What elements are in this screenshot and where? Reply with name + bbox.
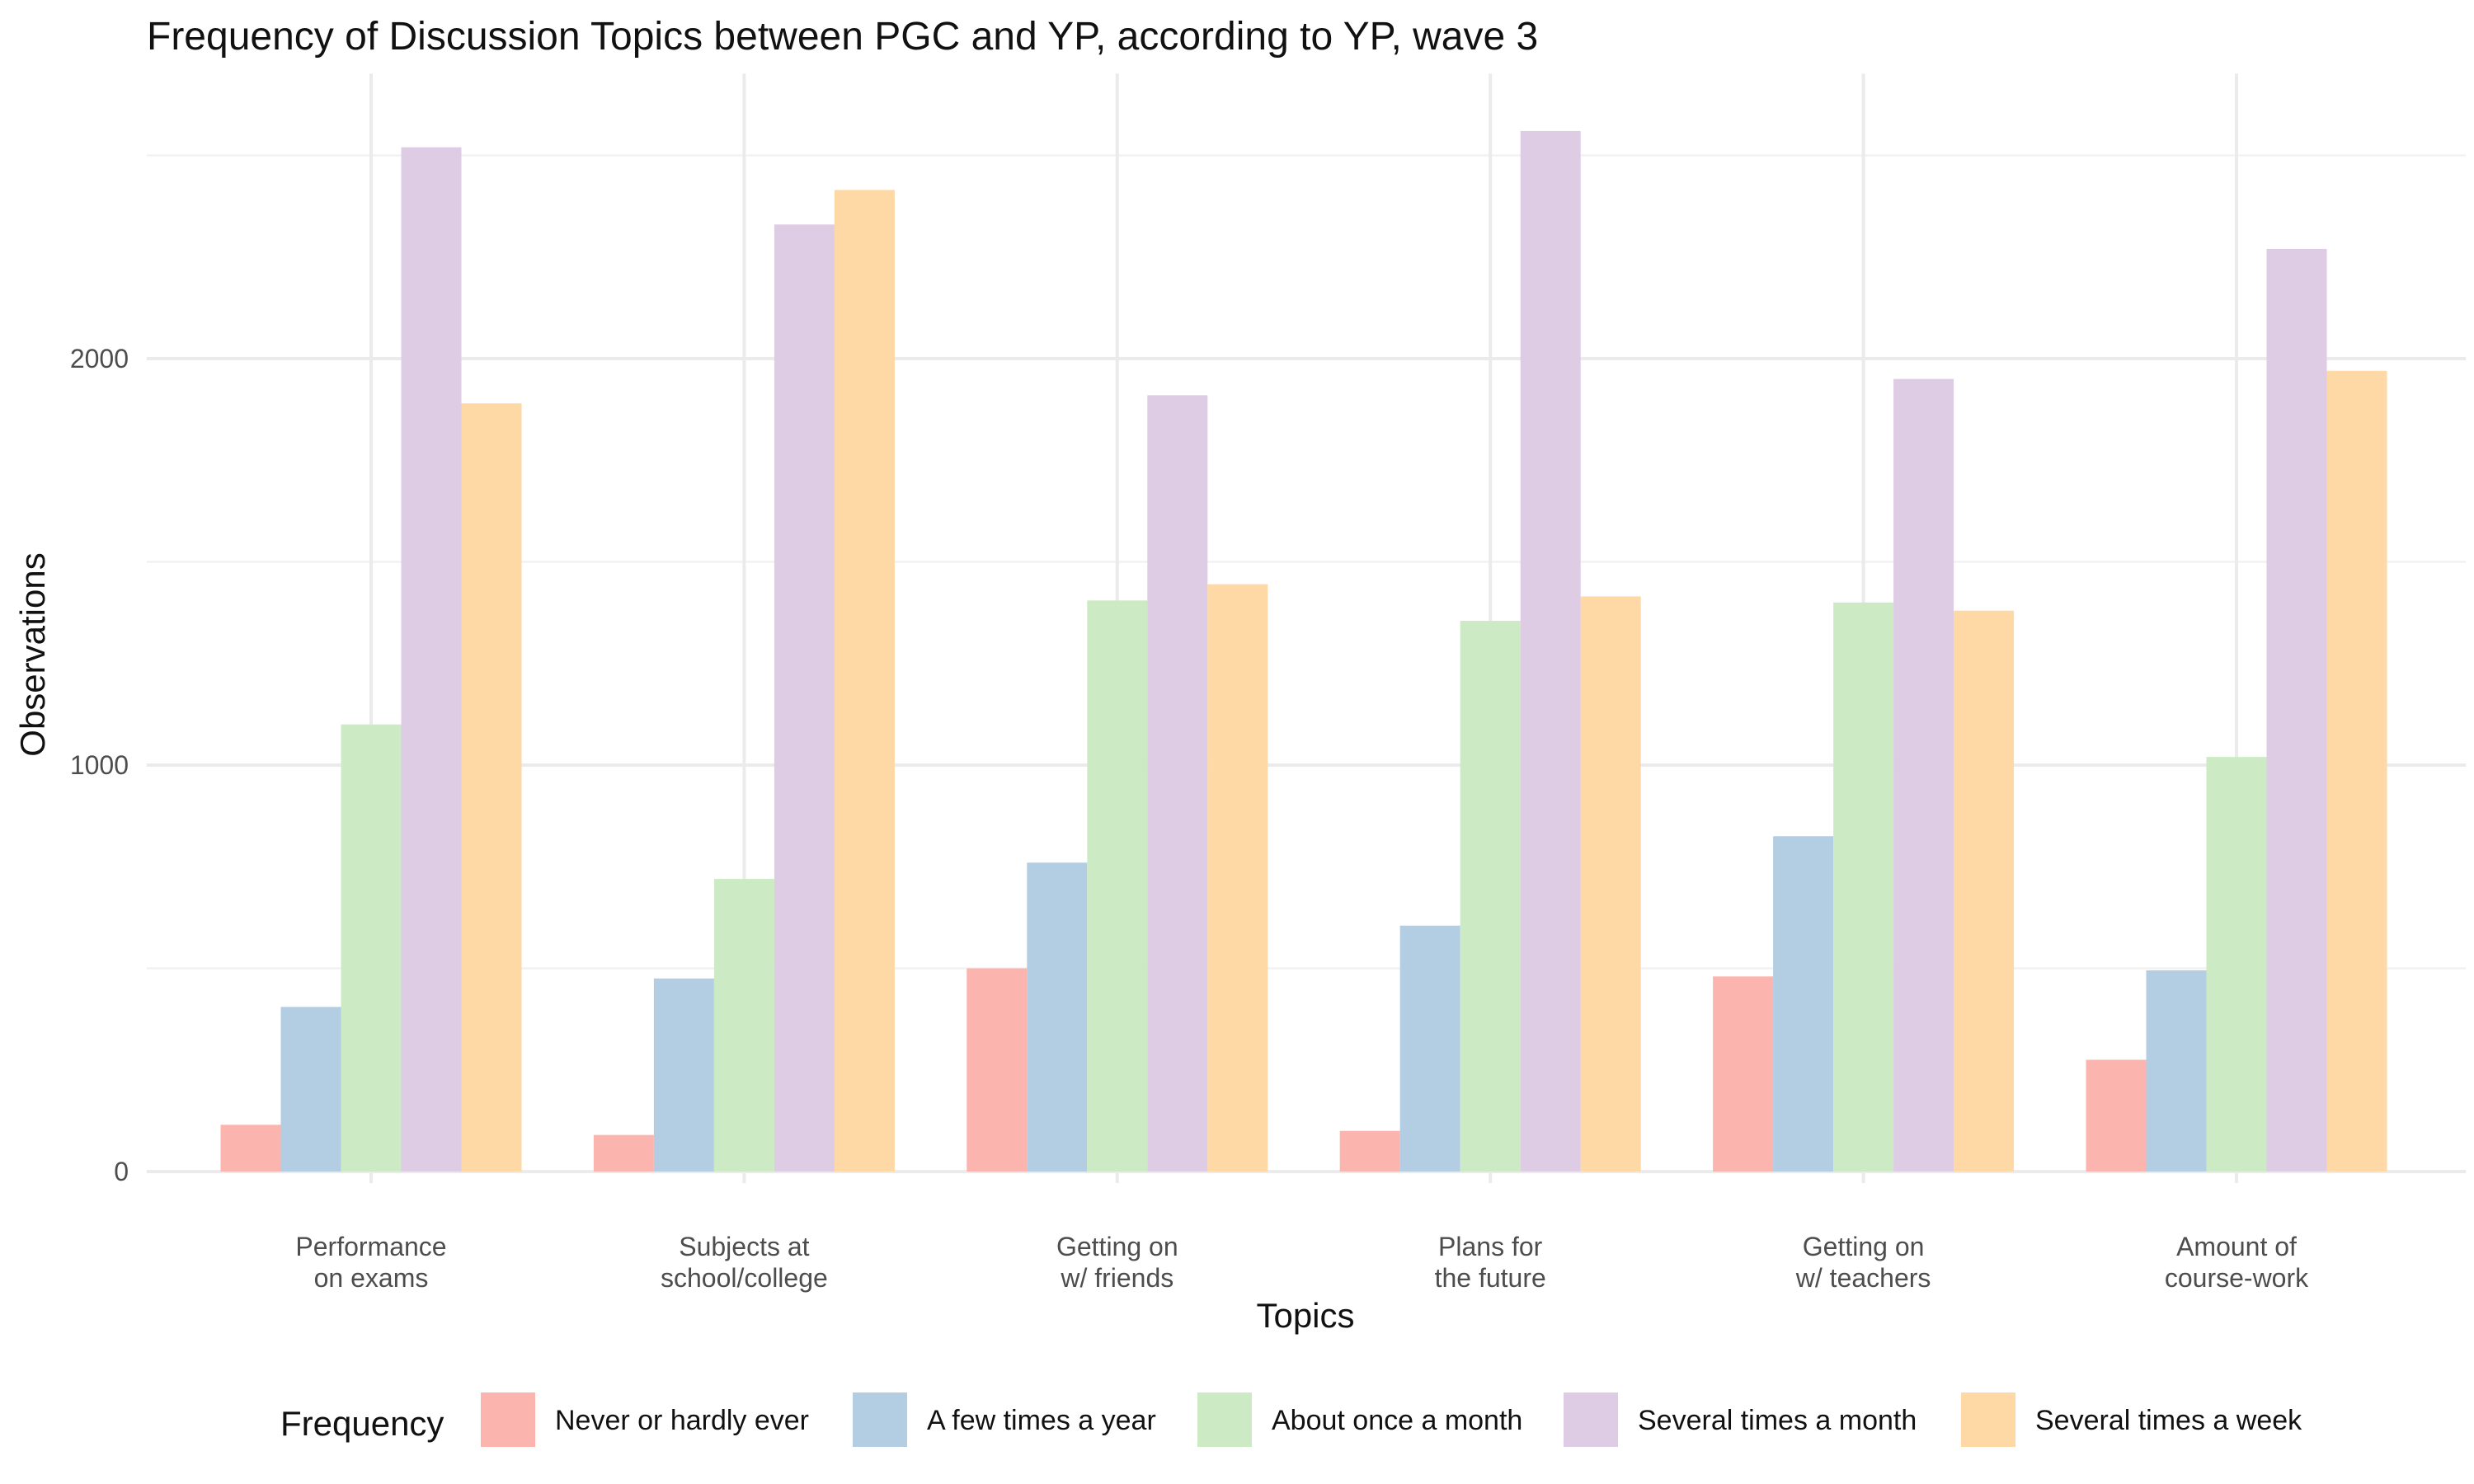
bar: [1580, 596, 1641, 1172]
legend: Frequency Never or hardly ever A few time…: [280, 1392, 2302, 1447]
y-tick-label: 2000: [70, 344, 129, 373]
x-axis-ticks: Performance on exams Subjects at school/col…: [295, 1232, 2309, 1293]
legend-key: [1197, 1392, 1252, 1447]
x-tick-label: Subjects at school/college: [661, 1232, 828, 1293]
legend-title: Frequency: [280, 1404, 444, 1443]
legend-items: Never or hardly ever A few times a year Ab…: [481, 1392, 2302, 1447]
bars: [220, 130, 2387, 1172]
x-tick-label: Performance on exams: [295, 1232, 446, 1293]
bar: [461, 403, 522, 1172]
bar: [593, 1134, 654, 1172]
bar: [220, 1125, 281, 1172]
bar: [2206, 757, 2267, 1172]
bar: [713, 879, 774, 1172]
bar: [1773, 836, 1834, 1172]
x-tick-label: Amount of course-work: [2165, 1232, 2309, 1293]
legend-label: Never or hardly ever: [555, 1405, 809, 1436]
bar: [1399, 925, 1460, 1172]
legend-label: A few times a year: [927, 1405, 1156, 1436]
bar: [1339, 1130, 1400, 1172]
y-tick-label: 1000: [70, 750, 129, 780]
x-axis-title: Topics: [1256, 1296, 1354, 1335]
bar: [1954, 610, 2015, 1172]
legend-label: Several times a month: [1638, 1405, 1917, 1436]
legend-key: [1564, 1392, 1618, 1447]
bar: [2326, 370, 2387, 1172]
bar: [1833, 602, 1894, 1172]
bar: [2146, 970, 2207, 1172]
bar: [834, 190, 895, 1172]
legend-item: About once a month: [1197, 1392, 1522, 1447]
x-tick-label: Getting on w/ teachers: [1795, 1232, 1931, 1293]
bar: [280, 1007, 341, 1172]
bar: [1460, 620, 1521, 1172]
legend-key: [481, 1392, 535, 1447]
bar: [1147, 395, 1208, 1172]
legend-item: A few times a year: [853, 1392, 1156, 1447]
bar: [1713, 976, 1774, 1172]
bar: [2086, 1059, 2147, 1172]
bar: [341, 724, 402, 1172]
x-tick-label: Plans for the future: [1435, 1232, 1546, 1293]
bar: [2266, 248, 2327, 1172]
bar: [1520, 130, 1581, 1172]
bar: [653, 978, 714, 1172]
grid-lines: [147, 73, 2466, 1183]
bar: [1207, 584, 1268, 1172]
x-tick-label: Getting on w/ friends: [1056, 1232, 1178, 1293]
legend-item: Never or hardly ever: [481, 1392, 809, 1447]
legend-key: [1961, 1392, 2015, 1447]
y-axis-title: Observations: [13, 552, 52, 756]
bar: [1027, 862, 1088, 1172]
legend-item: Several times a week: [1961, 1392, 2302, 1447]
chart-title: Frequency of Discussion Topics between P…: [147, 15, 1538, 59]
legend-label: Several times a week: [2035, 1405, 2302, 1436]
bar: [401, 147, 462, 1172]
y-axis-ticks: 0 1000 2000: [70, 344, 129, 1186]
bar: [967, 968, 1028, 1172]
bar: [774, 224, 835, 1172]
legend-label: About once a month: [1272, 1405, 1522, 1436]
y-tick-label: 0: [114, 1157, 129, 1186]
legend-item: Several times a month: [1564, 1392, 1917, 1447]
bar: [1087, 600, 1148, 1172]
bar: [1893, 378, 1954, 1172]
legend-key: [853, 1392, 907, 1447]
